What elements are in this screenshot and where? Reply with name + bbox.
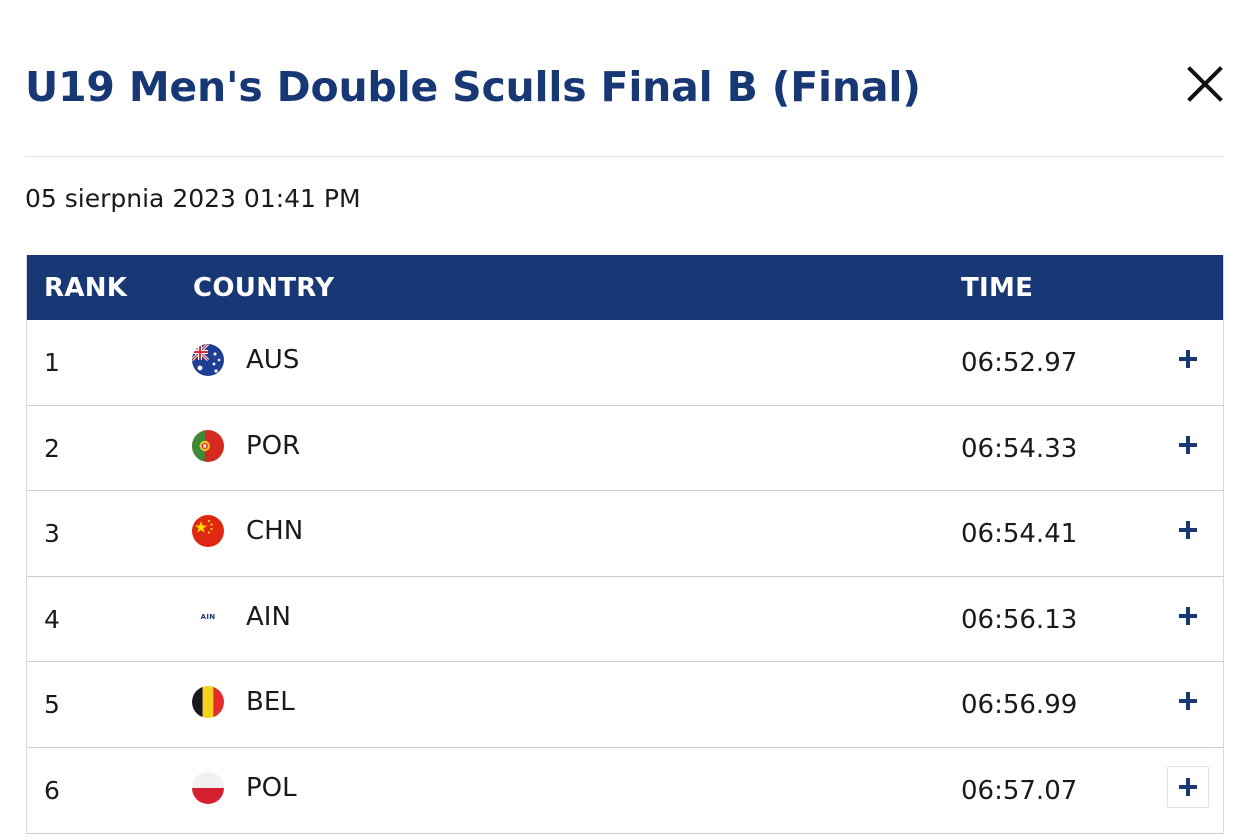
close-button[interactable] [1185,64,1225,104]
time-cell: 06:56.13 [961,604,1078,635]
flag-pol-icon [192,771,224,804]
race-datetime: 05 sierpnia 2023 01:41 PM [25,184,361,213]
time-cell: 06:54.33 [961,433,1078,464]
flag-ain-icon: AIN [192,601,224,633]
expand-row-button[interactable] [1167,424,1209,466]
plus-icon [1179,692,1197,711]
rank-cell: 4 [44,604,60,634]
flag-chn-icon [192,515,224,548]
country-code: BEL [246,687,295,718]
plus-icon [1179,435,1197,454]
expand-row-button[interactable] [1167,338,1209,380]
close-icon [1187,66,1223,102]
column-header-rank: RANK [44,273,128,303]
rank-cell: 5 [44,690,60,720]
expand-row-button[interactable] [1167,680,1209,722]
flag-ain-label: AIN [200,612,216,621]
flag-por-icon [192,429,224,462]
column-header-country: COUNTRY [193,273,335,303]
plus-icon [1179,350,1197,368]
header-divider [25,156,1225,157]
expand-row-button[interactable] [1167,509,1209,551]
page-title: U19 Men's Double Sculls Final B (Final) [25,63,921,111]
flag-bel-icon [192,686,224,719]
column-header-time: TIME [961,273,1034,303]
rank-cell: 3 [44,519,60,549]
table-row: 6 POL 06:57.07 [27,747,1223,834]
expand-row-button[interactable] [1167,595,1209,637]
plus-icon [1179,777,1197,796]
table-row: 4 AIN AIN 06:56.13 [27,576,1223,663]
country-code: POL [246,772,297,803]
country-code: AIN [246,601,291,632]
expand-row-button[interactable] [1167,765,1209,808]
table-row: 3 CHN 06:54.41 [27,491,1223,577]
table-row: 1 AUS 06:52.97 [27,320,1223,406]
time-cell: 06:52.97 [961,348,1078,378]
time-cell: 06:54.41 [961,519,1078,550]
rank-cell: 1 [44,348,60,377]
modal-header: U19 Men's Double Sculls Final B (Final) [25,56,1225,118]
country-code: AUS [246,345,300,375]
time-cell: 06:57.07 [961,775,1078,806]
plus-icon [1179,606,1197,625]
table-header: RANK COUNTRY TIME [27,255,1223,320]
table-row: 2 POR 06:54.33 [27,405,1223,492]
rank-cell: 6 [44,775,60,805]
country-code: POR [246,430,301,461]
flag-aus-icon [192,344,224,376]
time-cell: 06:56.99 [961,690,1078,721]
results-table: RANK COUNTRY TIME 1 [26,255,1224,834]
country-code: CHN [246,516,304,547]
plus-icon [1179,521,1197,540]
rank-cell: 2 [44,433,60,463]
table-row: 5 BEL 06:56.99 [27,662,1223,748]
